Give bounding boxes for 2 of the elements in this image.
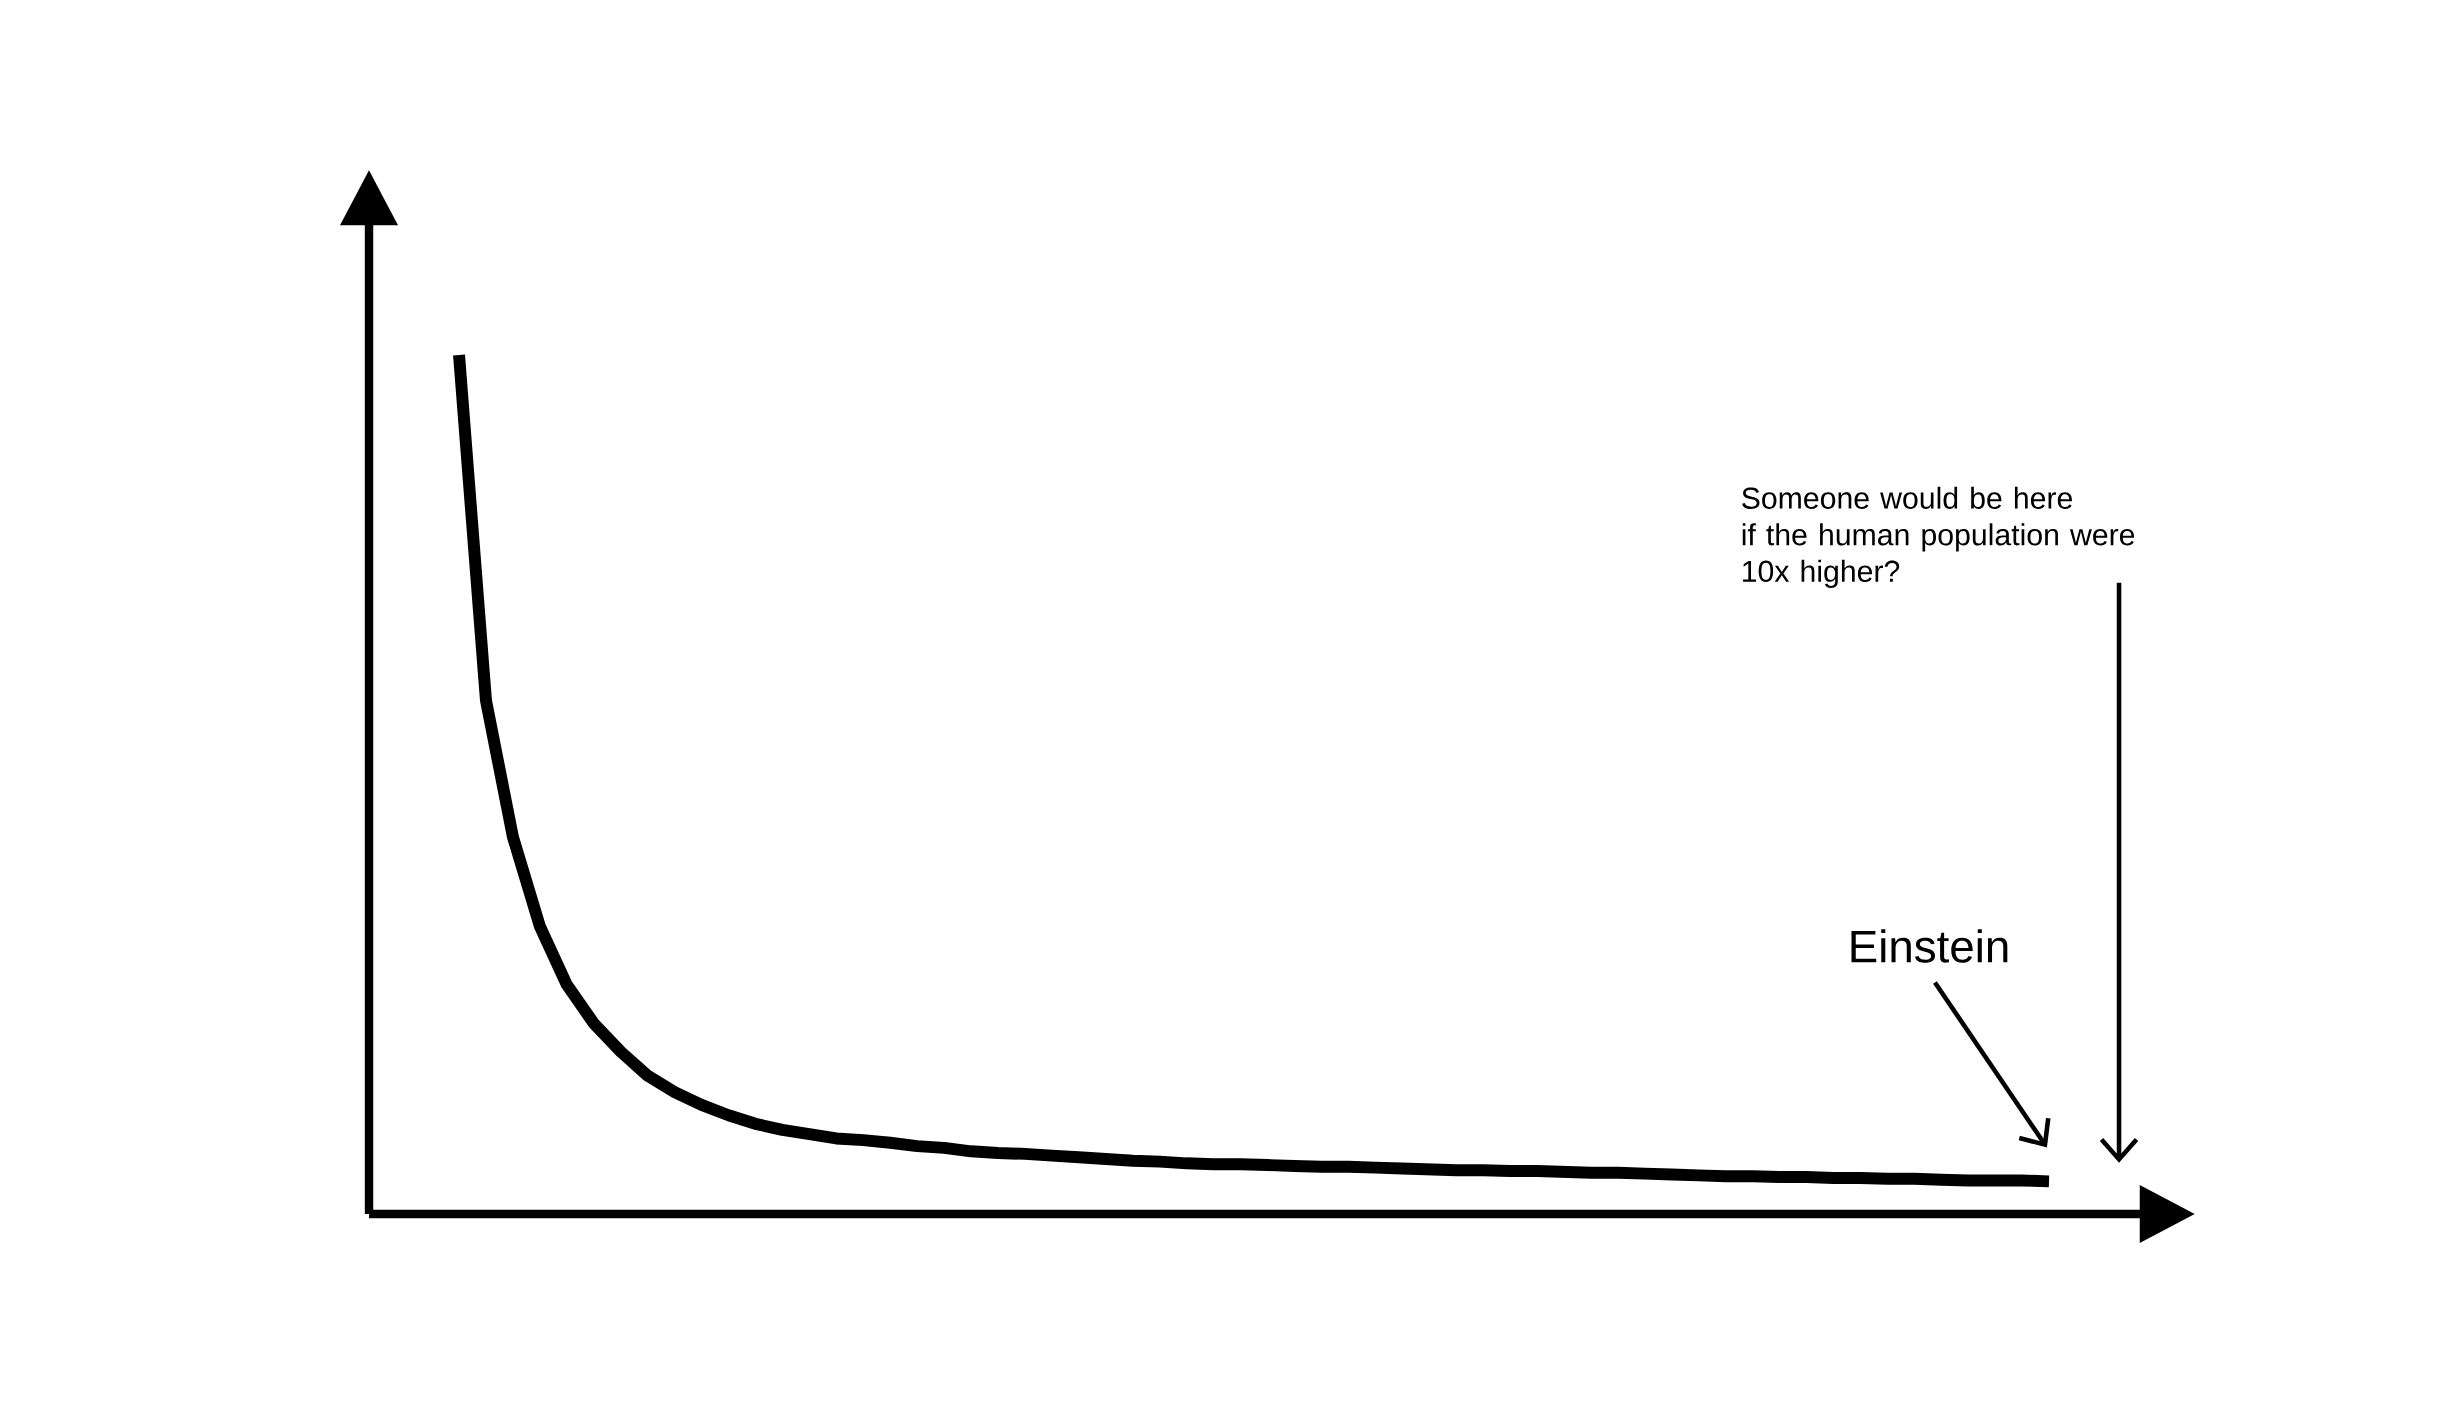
annotation: Someone would be here if the human population were 10x higher? [1742, 486, 2135, 588]
annotation: Einstein [1851, 929, 2008, 963]
